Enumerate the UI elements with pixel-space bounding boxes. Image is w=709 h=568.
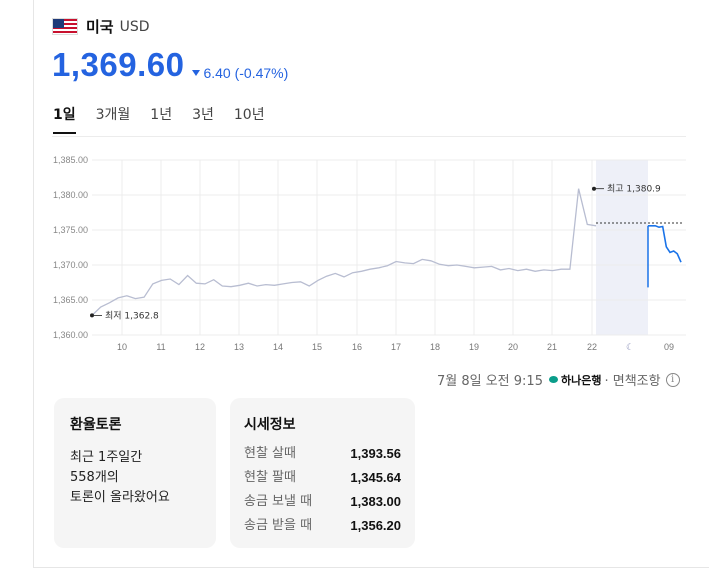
update-time: 7월 8일 오전 9:15 [437, 374, 543, 389]
tab-3y[interactable]: 3년 [192, 107, 214, 123]
x-tick-label: 10 [117, 342, 127, 352]
info-icon[interactable]: i [665, 372, 680, 387]
currency-code: USD [119, 18, 150, 35]
market-row-value: 1,393.56 [350, 446, 401, 461]
live-line [648, 225, 682, 263]
market-info-card: 시세정보 현찰 살때 1,393.56 현찰 팔때 1,345.64 송금 보낼… [230, 398, 415, 548]
x-tick-label: 13 [234, 342, 244, 352]
y-tick-label: 1,385.00 [53, 155, 88, 165]
y-tick-label: 1,360.00 [53, 330, 88, 340]
forum-count: 558 [70, 470, 95, 485]
market-row-label: 현찰 팔때 [244, 470, 296, 485]
tab-1y[interactable]: 1년 [150, 107, 173, 123]
x-tick-label: 18 [430, 342, 440, 352]
x-tick-label: 16 [352, 342, 362, 352]
market-row: 현찰 팔때 1,345.64 [244, 466, 401, 490]
market-row: 송금 받을 때 1,356.20 [244, 514, 401, 538]
high-label: 최고 1,380.9 [607, 184, 661, 195]
market-row: 송금 보낼 때 1,383.00 [244, 490, 401, 514]
history-line [91, 188, 597, 316]
y-tick-label: 1,375.00 [53, 225, 88, 235]
x-tick-label: 11 [156, 342, 165, 352]
tab-3m[interactable]: 3개월 [95, 107, 131, 123]
market-row-value: 1,356.20 [350, 518, 401, 533]
market-row-value: 1,383.00 [350, 494, 401, 509]
market-row: 현찰 살때 1,393.56 [244, 442, 401, 466]
price-row: 1,369.60 6.40 (-0.47%) [52, 46, 288, 84]
tab-10y[interactable]: 10년 [233, 107, 265, 123]
market-row-value: 1,345.64 [350, 470, 401, 485]
update-info: 7월 8일 오전 9:15 하나은행 · 면책조항 i [437, 370, 680, 389]
x-tick-label: 19 [469, 342, 479, 352]
tab-divider [52, 136, 686, 137]
market-title: 시세정보 [244, 417, 296, 433]
down-arrow-icon [192, 70, 201, 76]
y-tick-label: 1,365.00 [53, 295, 88, 305]
rate-change-value: 6.40 (-0.47%) [203, 65, 289, 81]
rate-change: 6.40 (-0.47%) [192, 65, 288, 81]
us-flag-icon [52, 18, 78, 35]
overnight-band [596, 160, 648, 335]
low-marker [90, 313, 94, 318]
tab-1d[interactable]: 1일 [53, 104, 76, 134]
forum-line-1: 최근 1주일간 [70, 450, 143, 465]
x-tick-label: 17 [391, 342, 401, 352]
rate-chart[interactable]: 1,385.00 1,380.00 1,375.00 1,370.00 1,365.00… [0, 140, 709, 360]
high-marker [592, 186, 596, 191]
x-tick-label: 12 [195, 342, 205, 352]
forum-line-3: 토론이 올라왔어요 [70, 490, 170, 505]
x-tick-label: 09 [664, 342, 674, 352]
bank-name: 하나은행 [560, 373, 602, 387]
hana-bank-logo-icon [548, 374, 559, 385]
forum-line-2: 558개의 [70, 468, 200, 488]
x-tick-label: ☾ [626, 342, 634, 352]
exchange-rate: 1,369.60 [52, 46, 185, 83]
x-tick-label: 21 [547, 342, 557, 352]
disclaimer-link[interactable]: · 면책조항 [604, 374, 661, 389]
y-tick-label: 1,380.00 [53, 190, 88, 200]
country-name: 미국 [86, 18, 114, 36]
low-label: 최저 1,362.8 [105, 310, 159, 321]
currency-header: 미국 USD [52, 16, 150, 37]
forum-title: 환율토론 [70, 417, 122, 433]
period-tabs: 1일 3개월 1년 3년 10년 [53, 104, 285, 134]
market-row-label: 송금 받을 때 [244, 518, 313, 533]
forum-card[interactable]: 환율토론 최근 1주일간 558개의 토론이 올라왔어요 [54, 398, 216, 548]
y-tick-label: 1,370.00 [53, 260, 88, 270]
x-tick-label: 22 [587, 342, 597, 352]
x-tick-label: 15 [312, 342, 322, 352]
market-row-label: 현찰 살때 [244, 446, 296, 461]
x-tick-label: 14 [273, 342, 283, 352]
x-tick-label: 20 [508, 342, 518, 352]
market-row-label: 송금 보낼 때 [244, 494, 313, 509]
forum-count-suffix: 개의 [94, 470, 119, 485]
